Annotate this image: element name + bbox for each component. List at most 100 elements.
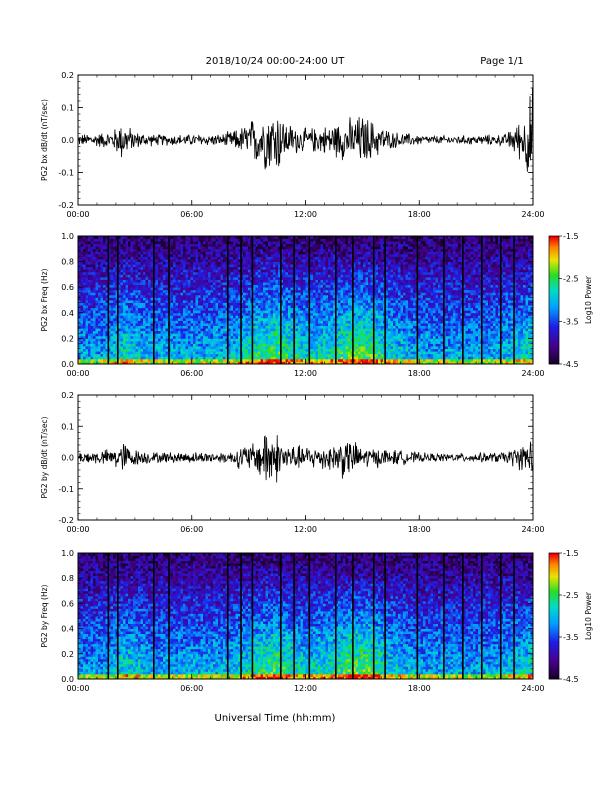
spectrogram-cell bbox=[236, 287, 239, 290]
spectrogram-cell bbox=[298, 246, 301, 249]
spectrogram-cell bbox=[201, 277, 204, 280]
spectrogram-cell bbox=[161, 292, 164, 295]
spectrogram-cell bbox=[148, 262, 151, 265]
spectrogram-cell bbox=[173, 310, 176, 313]
spectrogram-cell bbox=[151, 349, 154, 352]
spectrogram-cell bbox=[121, 262, 124, 265]
spectrogram-cell bbox=[143, 328, 146, 331]
spectrogram-cell bbox=[171, 328, 174, 331]
spectrogram-cell bbox=[193, 244, 196, 247]
spectrogram-cell bbox=[276, 256, 279, 259]
spectrogram-cell bbox=[171, 338, 174, 341]
spectrogram-cell bbox=[163, 241, 166, 244]
spectrogram-cell bbox=[273, 323, 276, 326]
spectrogram-cell bbox=[266, 295, 269, 298]
spectrogram-cell bbox=[273, 308, 276, 311]
spectrogram-cell bbox=[151, 280, 154, 283]
spectrogram-cell bbox=[253, 308, 256, 311]
spectrogram-cell bbox=[196, 246, 199, 249]
spectrogram-cell bbox=[291, 349, 294, 352]
spectrogram-cell bbox=[216, 269, 219, 272]
spectrogram-cell bbox=[201, 259, 204, 262]
spectrogram-cell bbox=[236, 354, 239, 357]
spectrogram-cell bbox=[103, 285, 106, 288]
spectrogram-cell bbox=[256, 262, 259, 265]
spectrogram-cell bbox=[268, 300, 271, 303]
spectrogram-cell bbox=[103, 272, 106, 275]
spectrogram-cell bbox=[121, 277, 124, 280]
spectrogram-cell bbox=[113, 280, 116, 283]
spectrogram-cell bbox=[196, 344, 199, 347]
spectrogram-cell bbox=[303, 313, 306, 316]
spectrogram-cell bbox=[223, 336, 226, 339]
spectrogram-cell bbox=[231, 351, 234, 354]
spectrogram-cell bbox=[81, 356, 84, 359]
spectrogram-cell bbox=[148, 297, 151, 300]
spectrogram-cell bbox=[243, 254, 246, 257]
spectrogram-cell bbox=[268, 346, 271, 349]
spectrogram-cell bbox=[103, 295, 106, 298]
spectrogram-cell bbox=[188, 287, 191, 290]
spectrogram-cell bbox=[138, 351, 141, 354]
spectrogram-cell bbox=[158, 262, 161, 265]
spectrogram-cell bbox=[311, 300, 314, 303]
spectrogram-cell bbox=[243, 310, 246, 313]
spectrogram-cell bbox=[163, 267, 166, 270]
spectrogram-cell bbox=[113, 272, 116, 275]
spectrogram-cell bbox=[196, 280, 199, 283]
spectrogram-cell bbox=[91, 274, 94, 277]
spectrogram-cell bbox=[276, 308, 279, 311]
spectrogram-cell bbox=[93, 254, 96, 257]
spectrogram-cell bbox=[98, 331, 101, 334]
spectrogram-cell bbox=[156, 277, 159, 280]
spectrogram-cell bbox=[201, 295, 204, 298]
spectrogram-cell bbox=[198, 354, 201, 357]
spectrogram-cell bbox=[101, 272, 104, 275]
spectrogram-cell bbox=[303, 285, 306, 288]
spectrogram-cell bbox=[98, 254, 101, 257]
spectrogram-cell bbox=[311, 282, 314, 285]
spectrogram-cell bbox=[113, 295, 116, 298]
spectrogram-cell bbox=[321, 303, 324, 306]
spectrogram-cell bbox=[191, 269, 194, 272]
spectrogram-cell bbox=[206, 344, 209, 347]
spectrogram-cell bbox=[231, 251, 234, 254]
spectrogram-cell bbox=[131, 344, 134, 347]
spectrogram-cell bbox=[196, 328, 199, 331]
spectrogram-cell bbox=[193, 333, 196, 336]
spectrogram-cell bbox=[268, 256, 271, 259]
spectrogram-cell bbox=[103, 338, 106, 341]
spectrogram-cell bbox=[291, 320, 294, 323]
spectrogram-cell bbox=[318, 264, 321, 267]
spectrogram-cell bbox=[203, 336, 206, 339]
spectrogram-cell bbox=[113, 320, 116, 323]
spectrogram-cell bbox=[93, 259, 96, 262]
spectrogram-cell bbox=[231, 267, 234, 270]
spectrogram-cell bbox=[136, 297, 139, 300]
spectrogram-cell bbox=[191, 349, 194, 352]
spectrogram-cell bbox=[223, 280, 226, 283]
spectrogram-cell bbox=[133, 318, 136, 321]
spectrogram-cell bbox=[158, 287, 161, 290]
spectrogram-cell bbox=[186, 308, 189, 311]
spectrogram-cell bbox=[86, 254, 89, 257]
spectrogram-cell bbox=[173, 264, 176, 267]
spectrogram-cell bbox=[248, 341, 251, 344]
spectrogram-cell bbox=[93, 300, 96, 303]
spectrogram-cell bbox=[141, 280, 144, 283]
spectrogram-cell bbox=[218, 346, 221, 349]
spectrogram-cell bbox=[83, 277, 86, 280]
spectrogram-cell bbox=[86, 313, 89, 316]
spectrogram-cell bbox=[248, 259, 251, 262]
spectrogram-cell bbox=[96, 310, 99, 313]
spectrogram-cell bbox=[298, 269, 301, 272]
spectrogram-cell bbox=[198, 290, 201, 293]
spectrogram-cell bbox=[103, 244, 106, 247]
spectrogram-cell bbox=[276, 287, 279, 290]
spectrogram-cell bbox=[208, 244, 211, 247]
spectrogram-cell bbox=[248, 267, 251, 270]
spectrogram-cell bbox=[81, 351, 84, 354]
spectrogram-cell bbox=[206, 280, 209, 283]
spectrogram-cell bbox=[311, 333, 314, 336]
spectrogram-cell bbox=[298, 328, 301, 331]
